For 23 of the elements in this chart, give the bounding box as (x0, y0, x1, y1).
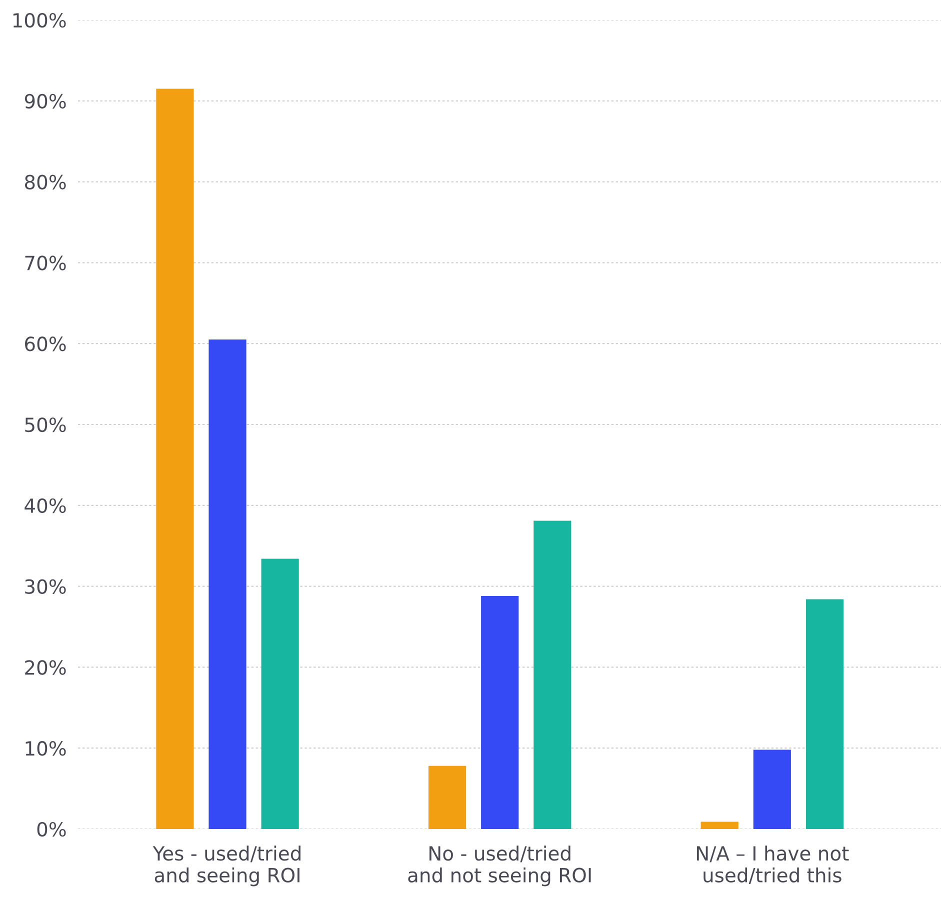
y-tick-label: 60% (25, 336, 66, 352)
y-tick-label: 80% (24, 174, 66, 190)
x-tick-label: N/A – I have not used/tried this (697, 846, 849, 884)
bar (261, 558, 299, 829)
y-tick-label: 20% (25, 660, 66, 675)
bar (428, 766, 466, 829)
x-tick-label: Yes - used/tried and seeing ROI (152, 846, 300, 886)
bar (753, 750, 791, 829)
bar (700, 822, 738, 829)
x-tick-label: No - used/tried and not seeing ROI (408, 846, 591, 886)
y-tick-label: 90% (24, 94, 66, 109)
bar (534, 520, 572, 829)
y-tick-label: 30% (25, 579, 66, 594)
y-tick-label: 70% (25, 256, 66, 270)
bar (208, 340, 246, 829)
y-tick-label: 100% (13, 12, 66, 28)
y-tick-label: 10% (26, 741, 66, 756)
y-tick-label: 50% (25, 417, 66, 432)
y-tick-label: 40% (24, 498, 66, 514)
bar (156, 88, 194, 829)
bar (481, 596, 519, 829)
y-tick-label: 0% (37, 822, 66, 837)
bar (806, 599, 844, 829)
